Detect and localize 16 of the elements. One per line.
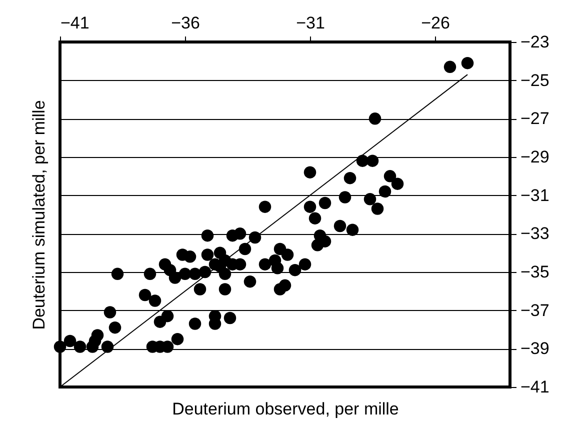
x-tick-label: −36 bbox=[171, 14, 200, 32]
x-axis-title: Deuterium observed, per mille bbox=[172, 400, 399, 418]
y-tick-label: −33 bbox=[520, 224, 550, 244]
y-tick-label: −29 bbox=[520, 148, 550, 166]
x-tick-label: −41 bbox=[60, 14, 90, 32]
y-tick-label: −37 bbox=[520, 300, 550, 320]
y-tick-label: −39 bbox=[520, 339, 550, 358]
y-tick-label: −35 bbox=[520, 262, 550, 282]
y-axis-title: Deuterium simulated, per mille bbox=[30, 100, 48, 330]
y-tick-label: −25 bbox=[520, 70, 550, 90]
x-tick-label: −31 bbox=[296, 14, 325, 32]
y-tick-label: −27 bbox=[520, 109, 550, 128]
x-tick-label: −26 bbox=[421, 14, 450, 32]
y-tick-label: −23 bbox=[520, 32, 550, 52]
y-tick-label: −41 bbox=[520, 378, 550, 396]
y-tick-label: −31 bbox=[520, 186, 550, 205]
